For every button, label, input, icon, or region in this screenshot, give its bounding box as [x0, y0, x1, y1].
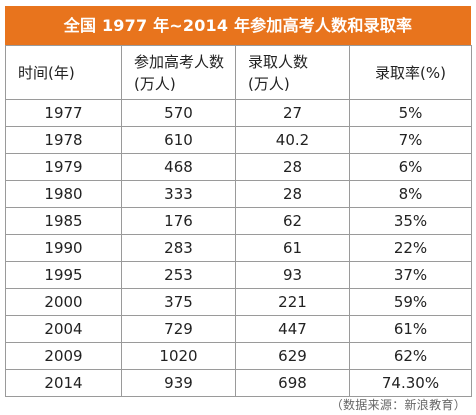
- header-admitted: 录取人数 (万人): [235, 45, 350, 100]
- cell-exam-takers: 176: [121, 207, 236, 235]
- cell-year: 1995: [5, 261, 122, 289]
- cell-admission-rate: 8%: [349, 180, 472, 208]
- cell-admission-rate: 59%: [349, 288, 472, 316]
- cell-admitted: 61: [235, 234, 350, 262]
- data-source-note: （数据来源：新浪教育）: [330, 398, 466, 412]
- cell-exam-takers: 729: [121, 315, 236, 343]
- cell-year: 1985: [5, 207, 122, 235]
- cell-year: 1977: [5, 99, 122, 127]
- cell-admitted: 27: [235, 99, 350, 127]
- table-row: 2004 729 447 61%: [5, 315, 472, 343]
- cell-exam-takers: 375: [121, 288, 236, 316]
- cell-exam-takers: 570: [121, 99, 236, 127]
- header-admission-rate: 录取率(%): [349, 45, 472, 100]
- table-body: 1977 570 27 5% 1978 610 40.2 7% 1979 468 28 6% 1980 3…: [5, 99, 472, 397]
- cell-exam-takers: 939: [121, 369, 236, 397]
- cell-admission-rate: 62%: [349, 342, 472, 370]
- cell-admission-rate: 22%: [349, 234, 472, 262]
- table-row: 2014 939 698 74.30%: [5, 369, 472, 397]
- cell-admitted: 40.2: [235, 126, 350, 154]
- header-exam-takers: 参加高考人数 (万人): [121, 45, 236, 100]
- table-row: 1990 283 61 22%: [5, 234, 472, 262]
- cell-year: 1979: [5, 153, 122, 181]
- table-row: 1978 610 40.2 7%: [5, 126, 472, 154]
- cell-admitted: 698: [235, 369, 350, 397]
- cell-admission-rate: 7%: [349, 126, 472, 154]
- header-exam-takers-label: 参加高考人数: [134, 52, 225, 71]
- cell-admitted: 28: [235, 153, 350, 181]
- table-row: 2009 1020 629 62%: [5, 342, 472, 370]
- cell-year: 1980: [5, 180, 122, 208]
- cell-admitted: 62: [235, 207, 350, 235]
- table-row: 1980 333 28 8%: [5, 180, 472, 208]
- cell-year: 2014: [5, 369, 122, 397]
- cell-year: 2000: [5, 288, 122, 316]
- header-admitted-label: 录取人数: [248, 52, 309, 71]
- data-table: 时间(年) 参加高考人数 (万人) 录取人数 (万人) 录取率(%) 1977 5…: [5, 45, 472, 397]
- cell-exam-takers: 468: [121, 153, 236, 181]
- cell-exam-takers: 253: [121, 261, 236, 289]
- table-row: 1985 176 62 35%: [5, 207, 472, 235]
- header-exam-takers-unit: (万人): [134, 74, 176, 93]
- cell-exam-takers: 610: [121, 126, 236, 154]
- cell-exam-takers: 1020: [121, 342, 236, 370]
- table-header: 时间(年) 参加高考人数 (万人) 录取人数 (万人) 录取率(%): [5, 45, 472, 100]
- table-row: 1977 570 27 5%: [5, 99, 472, 127]
- cell-admission-rate: 37%: [349, 261, 472, 289]
- header-row: 时间(年) 参加高考人数 (万人) 录取人数 (万人) 录取率(%): [5, 45, 472, 100]
- cell-year: 1978: [5, 126, 122, 154]
- cell-admitted: 221: [235, 288, 350, 316]
- table-row: 2000 375 221 59%: [5, 288, 472, 316]
- cell-year: 2004: [5, 315, 122, 343]
- cell-admission-rate: 35%: [349, 207, 472, 235]
- cell-exam-takers: 333: [121, 180, 236, 208]
- cell-admission-rate: 61%: [349, 315, 472, 343]
- cell-admitted: 93: [235, 261, 350, 289]
- header-year: 时间(年): [5, 45, 122, 100]
- cell-admission-rate: 74.30%: [349, 369, 472, 397]
- table-title: 全国 1977 年~2014 年参加高考人数和录取率: [5, 6, 471, 45]
- table-row: 1995 253 93 37%: [5, 261, 472, 289]
- cell-admitted: 447: [235, 315, 350, 343]
- header-admission-rate-label: 录取率(%): [375, 63, 446, 82]
- cell-year: 2009: [5, 342, 122, 370]
- cell-admission-rate: 5%: [349, 99, 472, 127]
- header-year-label: 时间(年): [18, 63, 75, 82]
- header-admitted-unit: (万人): [248, 74, 290, 93]
- cell-exam-takers: 283: [121, 234, 236, 262]
- cell-admitted: 629: [235, 342, 350, 370]
- cell-admitted: 28: [235, 180, 350, 208]
- table-row: 1979 468 28 6%: [5, 153, 472, 181]
- table-container: 全国 1977 年~2014 年参加高考人数和录取率 时间(年) 参加高考人数 …: [5, 6, 472, 397]
- cell-year: 1990: [5, 234, 122, 262]
- cell-admission-rate: 6%: [349, 153, 472, 181]
